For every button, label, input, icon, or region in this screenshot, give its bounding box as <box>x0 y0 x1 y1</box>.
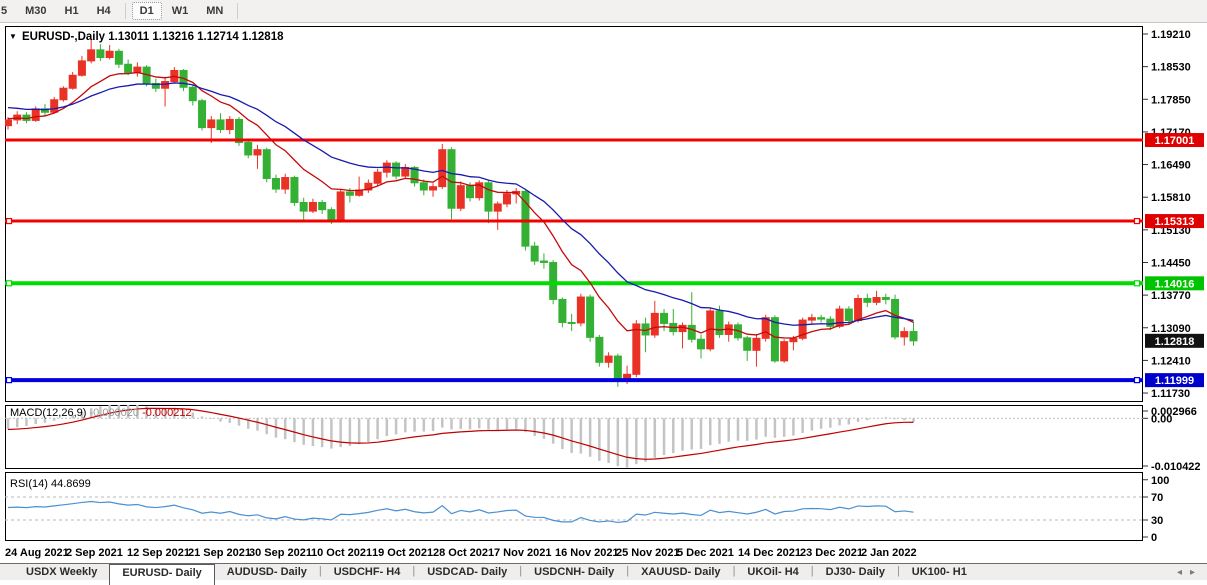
hline-1.14016[interactable] <box>5 280 1143 287</box>
price-badge-1.11999: 1.11999 <box>1145 373 1204 388</box>
rsi-panel[interactable] <box>5 496 1143 524</box>
price-badge-1.17001: 1.17001 <box>1145 133 1204 148</box>
date-label: 12 Sep 2021 <box>127 547 190 559</box>
price-badge-1.15313: 1.15313 <box>1145 214 1204 229</box>
svg-text:0: 0 <box>1151 532 1157 544</box>
date-label: 23 Dec 2021 <box>800 547 863 559</box>
date-label: 21 Sep 2021 <box>188 547 251 559</box>
date-label: 14 Dec 2021 <box>738 547 801 559</box>
timeframe-button-w1[interactable]: W1 <box>171 5 189 17</box>
tab-usdchf-h4[interactable]: USDCHF- H4 <box>333 566 401 578</box>
svg-text:0.002966: 0.002966 <box>1151 406 1197 418</box>
tab-usdcnh-daily[interactable]: USDCNH- Daily <box>534 566 615 578</box>
tab-dj30-daily[interactable]: DJ30- Daily <box>825 566 885 578</box>
hline-handle[interactable] <box>5 217 13 225</box>
toolbar-separator <box>124 3 126 19</box>
svg-text:70: 70 <box>1151 492 1163 504</box>
svg-text:1.12818: 1.12818 <box>1155 336 1195 348</box>
tab-uk100-h1[interactable]: UK100- H1 <box>911 566 967 578</box>
svg-text:100: 100 <box>1151 475 1169 487</box>
tab-separator: | <box>896 565 900 577</box>
date-label: 2 Jan 2022 <box>861 547 917 559</box>
chart-tab-bar: USDX Weekly EURUSD- Daily AUDUSD- Daily | US… <box>0 563 1207 585</box>
svg-text:1.19210: 1.19210 <box>1151 29 1191 41</box>
timeframe-button-h4[interactable]: H4 <box>96 5 111 17</box>
hline-handle[interactable] <box>1133 280 1141 287</box>
tab-xauusd-daily[interactable]: XAUUSD- Daily <box>641 566 721 578</box>
date-label: 2 Sep 2021 <box>66 547 123 559</box>
svg-text:0.00: 0.00 <box>1151 413 1172 425</box>
timeframe-toolbar: 5 M30 H1 H4 D1 W1 MN <box>0 0 1207 23</box>
svg-text:1.17001: 1.17001 <box>1155 135 1195 147</box>
tab-separator: | <box>626 565 630 577</box>
tab-eurusd-daily[interactable]: EURUSD- Daily <box>109 564 215 585</box>
price-axis[interactable]: 1.192101.185301.178501.171701.164901.158… <box>1143 29 1201 544</box>
tab-usdx-weekly[interactable]: USDX Weekly <box>26 566 98 578</box>
symbol-period-quote-label: EURUSD-,Daily 1.13011 1.13216 1.12714 1.… <box>22 31 284 43</box>
hline-1.11999[interactable] <box>5 377 1143 384</box>
hline-1.15313[interactable] <box>5 217 1143 225</box>
timeframe-button-h1[interactable]: H1 <box>64 5 79 17</box>
tab-separator: | <box>412 565 416 577</box>
hline-handle[interactable] <box>5 377 13 384</box>
current-price-badge: 1.12818 <box>1145 333 1204 348</box>
date-label: 24 Aug 2021 <box>5 547 69 559</box>
svg-text:1.12410: 1.12410 <box>1151 355 1191 367</box>
date-label: 5 Dec 2021 <box>677 547 734 559</box>
svg-text:-0.010422: -0.010422 <box>1151 461 1201 473</box>
date-label: 7 Nov 2021 <box>494 547 551 559</box>
svg-text:1.17850: 1.17850 <box>1151 94 1191 106</box>
tab-separator: | <box>732 565 736 577</box>
svg-text:1.15810: 1.15810 <box>1151 192 1191 204</box>
svg-text:1.14016: 1.14016 <box>1155 278 1195 290</box>
tab-separator: | <box>318 565 322 577</box>
rsi-label: RSI(14) 44.8699 <box>10 478 91 490</box>
tab-separator: | <box>810 565 814 577</box>
date-label: 28 Oct 2021 <box>433 547 494 559</box>
hline-handle[interactable] <box>1133 217 1141 225</box>
macd-signal-line <box>7 407 914 460</box>
svg-text:1.16490: 1.16490 <box>1151 160 1191 172</box>
svg-text:1.15313: 1.15313 <box>1155 216 1195 228</box>
price-badge-1.14016: 1.14016 <box>1145 276 1204 291</box>
price-panel[interactable] <box>5 39 1144 387</box>
toolbar-separator <box>237 3 239 19</box>
rsi-line <box>7 500 914 524</box>
chart-title: ▼ EURUSD-,Daily 1.13011 1.13216 1.12714 1… <box>9 31 284 43</box>
macd-label: MACD(12,26,9) -0.000020 -0.000212 <box>10 407 192 419</box>
ma-fast-line <box>7 71 914 339</box>
date-label: 16 Nov 2021 <box>555 547 619 559</box>
tab-audusd-daily[interactable]: AUDUSD- Daily <box>226 566 307 578</box>
tab-scroll-arrows[interactable]: ◂▸ <box>1176 567 1203 578</box>
panel-frames <box>5 26 1143 541</box>
timeframe-button-5[interactable]: 5 <box>1 5 8 17</box>
svg-text:1.13090: 1.13090 <box>1151 323 1191 335</box>
svg-text:1.14450: 1.14450 <box>1151 257 1191 269</box>
svg-text:30: 30 <box>1151 515 1163 527</box>
svg-text:1.13770: 1.13770 <box>1151 290 1191 302</box>
hline-handle[interactable] <box>5 280 13 287</box>
timeframe-button-mn[interactable]: MN <box>206 5 224 17</box>
macd-panel[interactable] <box>5 404 1143 468</box>
ma-slow-line <box>7 82 914 326</box>
date-label: 30 Sep 2021 <box>249 547 312 559</box>
hline-handle[interactable] <box>1133 377 1141 384</box>
tab-usdcad-daily[interactable]: USDCAD- Daily <box>427 566 508 578</box>
chart-canvas[interactable]: ▼ EURUSD-,Daily 1.13011 1.13216 1.12714 1… <box>0 25 1207 563</box>
svg-text:1.11730: 1.11730 <box>1151 388 1190 400</box>
date-label: 25 Nov 2021 <box>616 547 680 559</box>
svg-text:1.11999: 1.11999 <box>1155 375 1194 387</box>
one-click-trading-arrow[interactable]: ▼ <box>9 32 17 41</box>
tab-separator: | <box>519 565 523 577</box>
timeframe-button-d1[interactable]: D1 <box>131 2 162 20</box>
date-label: 19 Oct 2021 <box>372 547 433 559</box>
timeframe-button-m30[interactable]: M30 <box>25 5 47 17</box>
svg-text:1.18530: 1.18530 <box>1151 62 1191 74</box>
tab-ukoil-h4[interactable]: UKOil- H4 <box>747 566 799 578</box>
date-label: 10 Oct 2021 <box>311 547 372 559</box>
